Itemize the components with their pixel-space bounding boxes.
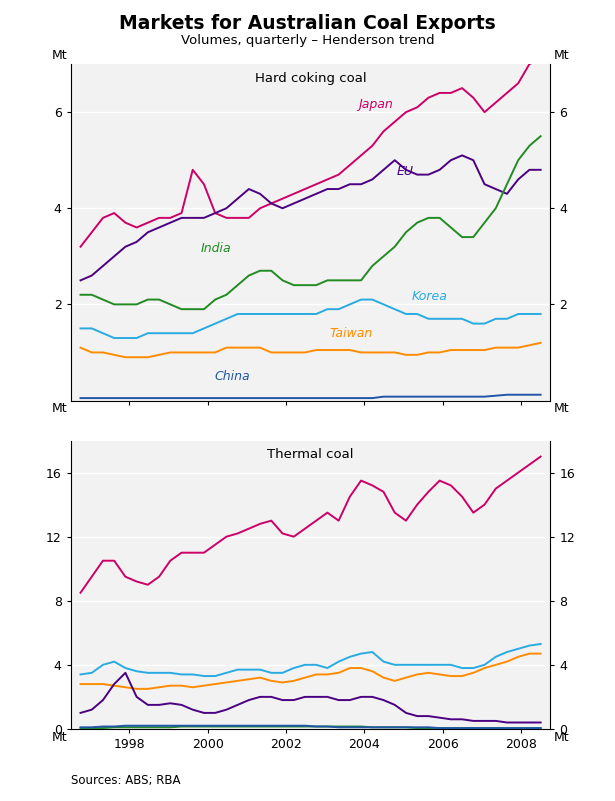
Text: Korea: Korea (411, 290, 447, 303)
Text: Volumes, quarterly – Henderson trend: Volumes, quarterly – Henderson trend (181, 34, 434, 46)
Text: Taiwan: Taiwan (330, 327, 373, 340)
Text: China: China (215, 370, 250, 384)
Text: Sources: ABS; RBA: Sources: ABS; RBA (71, 774, 180, 787)
Text: Hard coking coal: Hard coking coal (255, 73, 367, 86)
Text: Mt: Mt (554, 402, 569, 415)
Text: Mt: Mt (554, 731, 569, 743)
Text: Markets for Australian Coal Exports: Markets for Australian Coal Exports (119, 14, 496, 34)
Text: Japan: Japan (359, 98, 394, 111)
Text: India: India (200, 243, 231, 256)
Text: EU: EU (397, 165, 414, 178)
Text: Thermal coal: Thermal coal (268, 448, 354, 461)
Text: Mt: Mt (554, 50, 569, 62)
Text: Mt: Mt (52, 50, 68, 62)
Text: Mt: Mt (52, 731, 68, 743)
Text: Mt: Mt (52, 402, 68, 415)
